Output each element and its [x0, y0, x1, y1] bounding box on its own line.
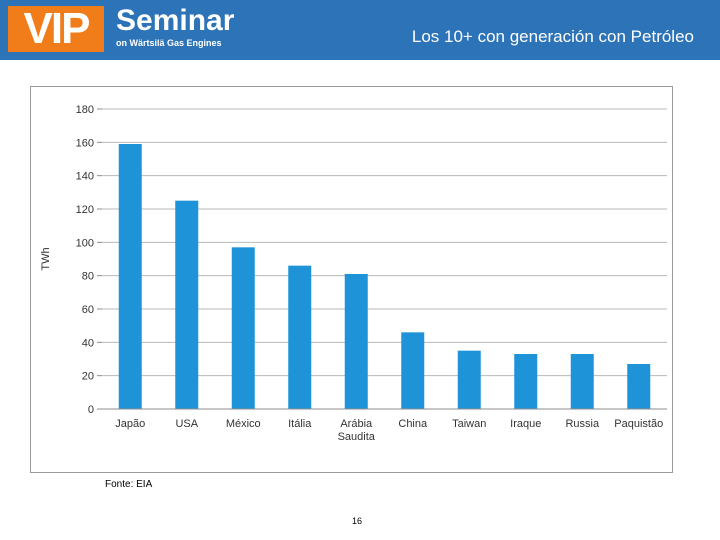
x-tick-label: Japão: [115, 418, 145, 430]
logo-seminar-text: Seminar: [116, 4, 235, 37]
x-tick-label: Taiwan: [452, 418, 486, 430]
y-tick-label: 180: [76, 104, 94, 116]
x-tick-label: USA: [175, 418, 198, 430]
x-tick-label: Saudita: [338, 431, 376, 443]
y-tick-label: 80: [82, 271, 94, 283]
bar-japão: [118, 144, 142, 409]
y-tick-label: 0: [88, 404, 94, 416]
bar-russia: [570, 354, 594, 409]
y-axis-label: TWh: [40, 247, 52, 270]
bar-taiwan: [457, 350, 481, 409]
source-note: Fonte: EIA: [105, 479, 153, 490]
y-tick-label: 140: [76, 171, 94, 183]
bar-paquistão: [627, 364, 651, 409]
x-tick-label: Arábia: [340, 418, 373, 430]
bar-méxico: [231, 247, 255, 409]
logo-subtitle: on Wärtsilä Gas Engines: [116, 38, 222, 48]
bar-chart: 0 20 40 60 80 100 120 140 160 180 TWh Japão USA Méxic…: [40, 104, 667, 443]
bar-iraque: [514, 354, 538, 409]
y-tick-label: 60: [82, 304, 94, 316]
y-tick-label: 100: [76, 237, 94, 249]
logo-vip-mark: VIP: [8, 6, 104, 52]
header-bar: VIP Seminar on Wärtsilä Gas Engines Los …: [0, 0, 720, 60]
y-tick-label: 20: [82, 371, 94, 383]
x-tick-label: Russia: [565, 418, 600, 430]
x-tick-label: Itália: [288, 418, 312, 430]
y-tick-label: 160: [76, 137, 94, 149]
bar-itália: [288, 265, 312, 409]
bar-arábia-saudita: [344, 274, 368, 409]
x-tick-label: México: [226, 418, 261, 430]
slide-title: Los 10+ con generación con Petróleo: [411, 27, 694, 46]
x-tick-label: China: [398, 418, 428, 430]
bar-china: [401, 332, 425, 409]
y-tick-label: 120: [76, 204, 94, 216]
x-tick-label: Iraque: [510, 418, 541, 430]
y-tick-label: 40: [82, 337, 94, 349]
x-tick-label: Paquistão: [614, 418, 663, 430]
chart-frame: 0 20 40 60 80 100 120 140 160 180 TWh Japão USA Méxic…: [30, 86, 673, 473]
bar-usa: [175, 200, 199, 409]
page-number: 16: [352, 516, 363, 526]
